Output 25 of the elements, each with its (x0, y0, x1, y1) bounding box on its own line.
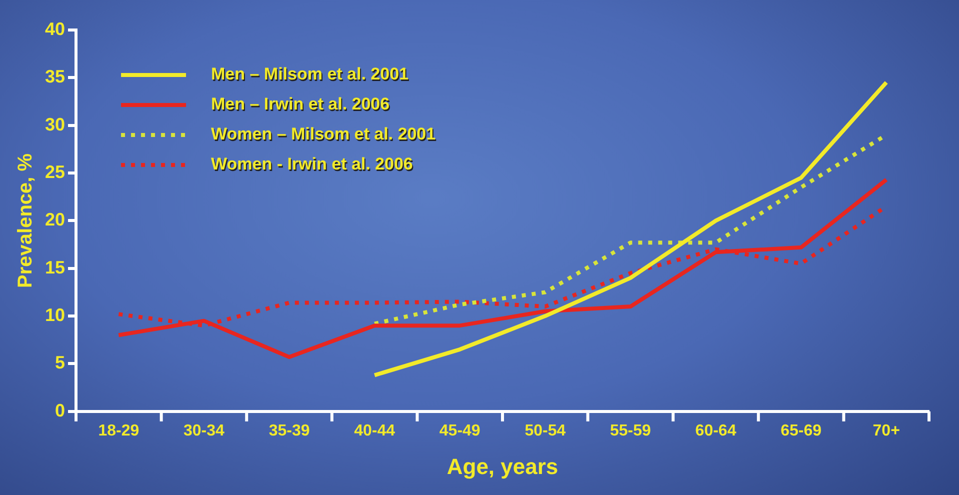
x-tick-label: 18-29 (98, 422, 140, 440)
y-tick-label: 35 (44, 66, 66, 87)
y-tick-label: 0 (55, 400, 66, 420)
x-tick-label: 55-59 (610, 422, 652, 440)
x-tick-label: 45-49 (439, 422, 480, 440)
legend-label: Men – Irwin et al. 2006 (212, 96, 391, 116)
legend-label: Women – Milsom et al. 2001 (212, 126, 437, 146)
x-tick-label: 60-64 (695, 422, 736, 440)
y-tick-label: 20 (44, 210, 66, 230)
legend-label: Women - Irwin et al. 2006 (212, 156, 414, 176)
y-tick-label: 25 (44, 162, 66, 182)
x-tick-label: 30-34 (184, 422, 225, 440)
x-tick-label: 70+ (872, 422, 900, 440)
y-tick-label: 40 (44, 18, 66, 39)
y-tick-label: 15 (44, 257, 66, 278)
y-tick-label: 10 (44, 305, 66, 326)
legend-label: Men – Milsom et al. 2001 (212, 66, 410, 86)
x-tick-label: 35-39 (268, 422, 310, 440)
x-tick-label: 40-44 (354, 422, 396, 440)
x-tick-label: 50-54 (524, 422, 566, 440)
x-tick-label: 65-69 (780, 422, 822, 440)
x-axis-title: Age, years (446, 454, 558, 479)
y-axis-title: Prevalence, % (14, 153, 37, 288)
y-tick-label: 5 (55, 352, 66, 373)
y-tick-label: 30 (44, 114, 66, 134)
